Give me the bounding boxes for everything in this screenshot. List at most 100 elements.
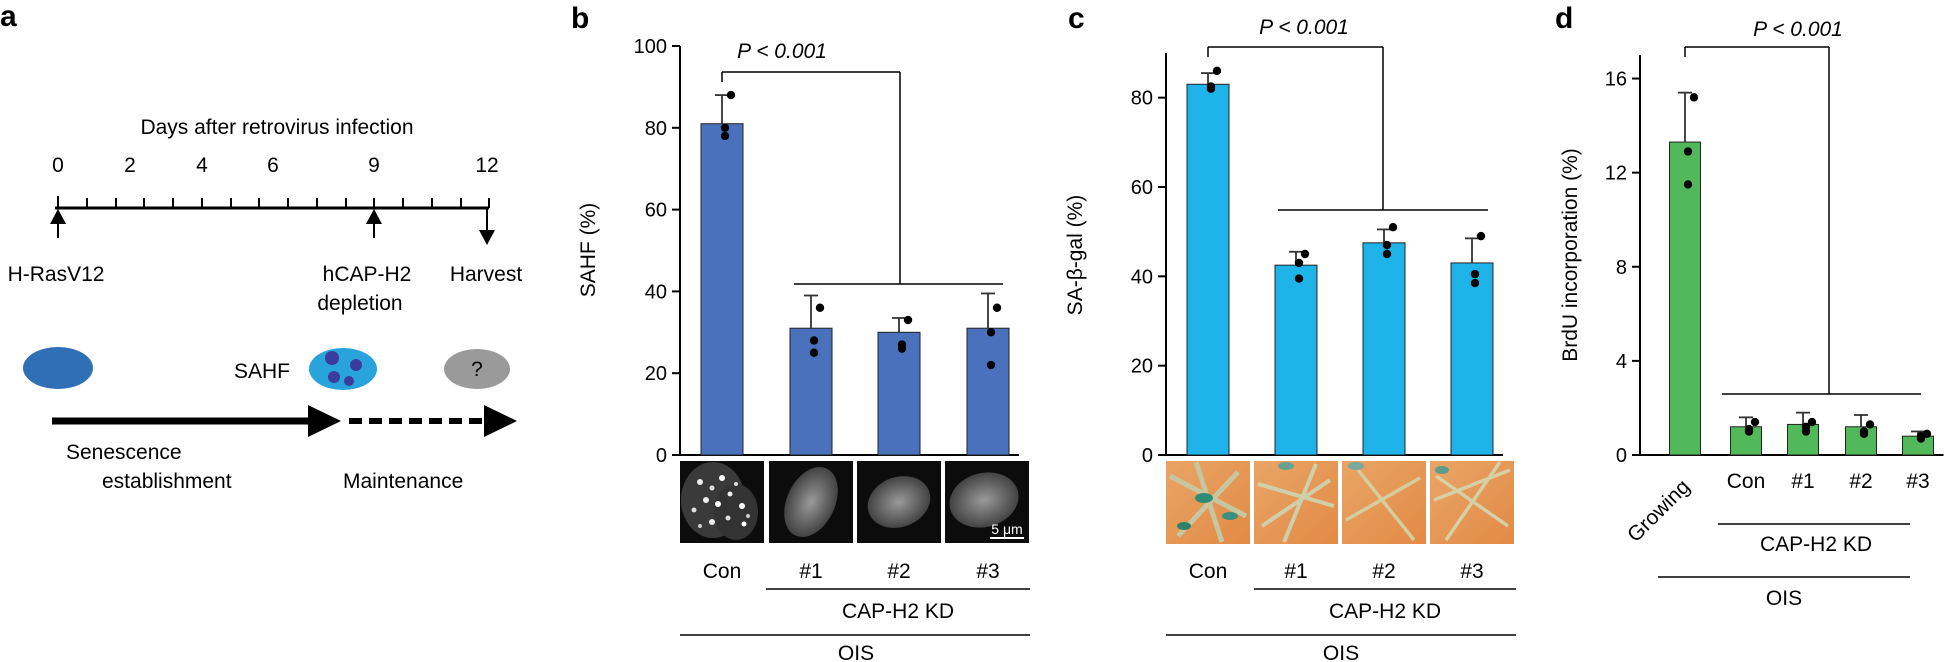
day-tick-9: 9 <box>368 154 380 177</box>
ois-group-label-c: OIS <box>1323 642 1359 662</box>
c-category-label: #1 <box>1284 560 1307 583</box>
b-bar <box>700 123 744 456</box>
d-category-label: #2 <box>1849 470 1872 493</box>
c-y-tick-label: 0 <box>1142 445 1153 467</box>
sahf-image-kd3: 5 μm <box>945 461 1029 543</box>
sa-beta-gal-image-con <box>1166 461 1250 544</box>
panel-c: c 0 20 40 60 80 SA-β-gal (%) Con #1 #2 #3 P < 0.00… <box>1064 2 1516 662</box>
kd-group-label-d: CAP-H2 KD <box>1760 533 1872 556</box>
c-category-label: #3 <box>1460 560 1483 583</box>
sahf-bar-chart: 0 20 40 60 80 100 SAHF (%) Con #1 #2 #3 P < 0.001 <box>577 36 1019 583</box>
b-y-tick-label: 40 <box>645 281 667 303</box>
d-data-point <box>1683 147 1693 156</box>
day-tick-12: 12 <box>475 154 498 177</box>
d-data-point <box>1689 93 1699 102</box>
c-data-point <box>1294 274 1304 283</box>
c-y-axis-label: SA-β-gal (%) <box>1064 195 1087 316</box>
sa-beta-gal-bar-chart: 0 20 40 60 80 SA-β-gal (%) Con #1 #2 #3 P < 0.001 <box>1064 16 1503 583</box>
d-data-point <box>1750 417 1760 427</box>
d-y-axis-label: BrdU incorporation (%) <box>1559 148 1582 362</box>
panel-d: d 0 4 8 12 16 BrdU incorporation (%) Growing Co… <box>1555 2 1944 610</box>
b-y-tick-label: 60 <box>645 200 667 222</box>
c-bar <box>1186 83 1230 456</box>
b-data-point <box>726 90 736 100</box>
b-p-value: P < 0.001 <box>737 40 827 63</box>
c-y-tick-label: 40 <box>1131 266 1153 288</box>
b-bar <box>877 331 921 456</box>
b-data-point <box>809 348 819 357</box>
sa-beta-gal-image-kd3 <box>1430 461 1514 544</box>
harvest-arrow <box>479 209 495 245</box>
ois-group-label-d: OIS <box>1766 587 1802 610</box>
scale-bar-label: 5 μm <box>991 521 1022 537</box>
panel-b: b 0 20 40 60 80 100 SAHF (%) Con #1 #2 #3 P < 0.001 <box>571 2 1030 662</box>
c-bar <box>1362 242 1406 456</box>
b-y-tick-label: 80 <box>645 118 667 140</box>
panel-label-d: d <box>1555 2 1573 35</box>
d-data-point <box>1859 429 1869 439</box>
b-category-label: #3 <box>976 560 999 583</box>
b-category-label: #1 <box>799 560 822 583</box>
unknown-label: ? <box>471 358 483 381</box>
b-bar <box>966 327 1010 456</box>
c-p-value: P < 0.001 <box>1259 16 1349 39</box>
b-data-point <box>809 336 819 345</box>
b-category-label: Con <box>703 560 742 583</box>
b-y-axis-label: SAHF (%) <box>577 203 600 298</box>
panel-a: a Days after retrovirus infection 0 2 4 … <box>0 0 522 493</box>
c-bar <box>1450 262 1494 456</box>
event-infection-label: H-RasV12 <box>8 263 105 286</box>
b-category-label: #2 <box>887 560 910 583</box>
sa-beta-gal-image-kd1 <box>1254 461 1338 544</box>
event-harvest-label: Harvest <box>450 263 523 286</box>
d-y-tick-label: 0 <box>1616 445 1627 467</box>
d-category-label: #3 <box>1906 470 1929 493</box>
sahf-image-con <box>680 461 764 543</box>
panel-label-c: c <box>1068 2 1085 35</box>
b-data-point <box>986 360 996 370</box>
d-category-label: Con <box>1727 470 1766 493</box>
phase-establishment-label-1: Senescence <box>66 441 182 464</box>
c-data-point <box>1382 249 1392 259</box>
c-data-point <box>1388 223 1398 232</box>
d-data-point <box>1801 427 1811 436</box>
b-data-point <box>986 328 996 337</box>
kd-group-label-c: CAP-H2 KD <box>1329 600 1441 623</box>
unknown-nucleus-icon <box>444 349 510 389</box>
kd-group-label-b: CAP-H2 KD <box>842 600 954 623</box>
c-y-tick-label: 80 <box>1131 88 1153 110</box>
c-data-point <box>1470 278 1480 288</box>
d-y-tick-label: 8 <box>1616 257 1627 279</box>
day-tick-0: 0 <box>52 154 64 177</box>
sahf-image-kd2 <box>857 461 941 543</box>
phase-maintenance-label: Maintenance <box>343 470 463 493</box>
panel-label-b: b <box>571 2 589 35</box>
infection-arrow <box>50 209 66 238</box>
timeline-ticks <box>57 196 490 208</box>
d-bar <box>1669 141 1701 456</box>
day-tick-2: 2 <box>124 154 136 177</box>
maintenance-arrow <box>349 405 517 437</box>
b-data-point <box>992 303 1002 312</box>
d-data-point <box>1916 434 1926 443</box>
sa-beta-gal-image-kd2 <box>1342 461 1426 544</box>
ois-group-label-b: OIS <box>838 642 874 662</box>
sahf-nucleus-icon <box>309 348 377 390</box>
b-y-tick-label: 20 <box>645 363 667 385</box>
phase-establishment-label-2: establishment <box>102 470 232 493</box>
nucleus-icon <box>23 347 93 389</box>
d-y-tick-label: 16 <box>1605 69 1627 91</box>
b-y-tick-label: 100 <box>634 36 667 58</box>
b-data-point <box>815 303 825 312</box>
b-y-tick-label: 0 <box>656 445 667 467</box>
brdu-bar-chart: 0 4 8 12 16 BrdU incorporation (%) Growing Con #… <box>1559 18 1944 547</box>
event-depletion-label-1: hCAP-H2 <box>323 263 412 286</box>
c-data-point <box>1294 258 1304 268</box>
d-data-point <box>1744 427 1754 436</box>
b-bar <box>789 327 833 456</box>
c-data-point <box>1212 66 1222 76</box>
d-data-point <box>1683 180 1693 189</box>
b-data-point <box>720 131 730 141</box>
event-depletion-label-2: depletion <box>317 292 402 315</box>
establishment-arrow <box>52 405 341 437</box>
